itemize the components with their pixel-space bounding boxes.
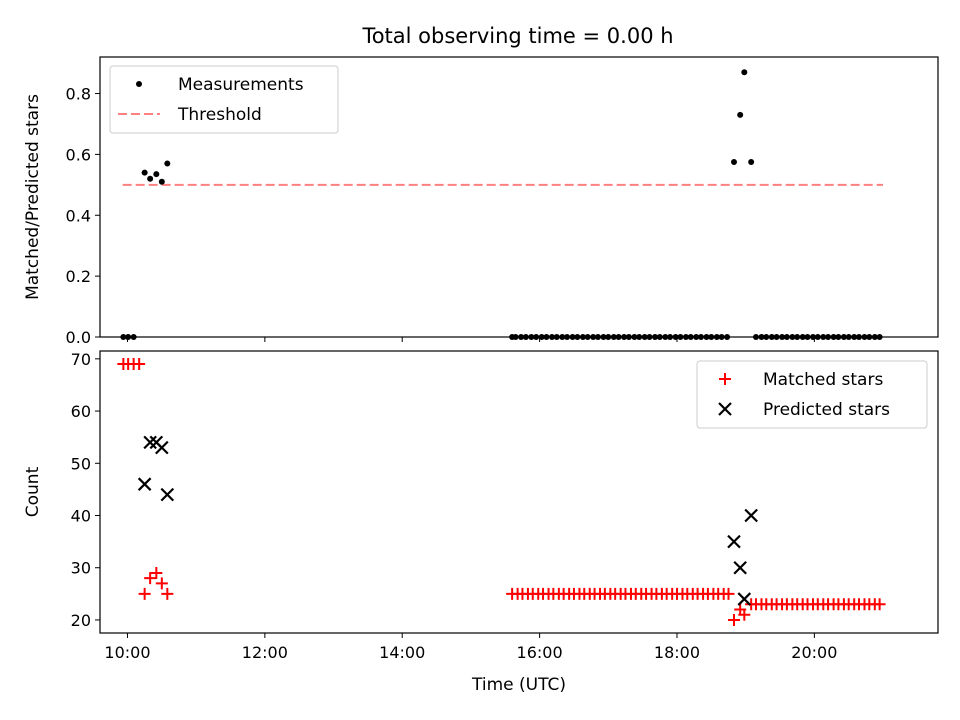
y-tick-label: 30 <box>71 559 91 578</box>
matched-stars-point <box>722 587 735 600</box>
measurement-point <box>153 171 160 178</box>
matched-stars-point <box>161 587 174 600</box>
measurement-point <box>164 160 171 167</box>
matched-stars-point <box>727 613 740 626</box>
y-axis-label: Count <box>23 466 43 517</box>
predicted-stars-point <box>160 487 175 502</box>
predicted-stars-point <box>143 435 157 450</box>
x-tick-label: 20:00 <box>791 643 837 662</box>
legend-label-predicted: Predicted stars <box>763 400 890 420</box>
y-tick-label: 0.4 <box>66 206 91 225</box>
legend-dot-marker <box>136 81 142 87</box>
legend-box <box>109 65 339 134</box>
x-tick-label: 10:00 <box>104 643 150 662</box>
measurement-point <box>141 169 148 176</box>
predicted-stars-point <box>737 592 752 606</box>
predicted-stars-point <box>155 440 169 455</box>
chart-title: Total observing time = 0.00 h <box>361 24 673 48</box>
measurement-point <box>158 178 165 185</box>
y-axis-label: Matched/Predicted stars <box>23 94 43 300</box>
measurement-point <box>737 111 744 118</box>
x-axis-label: Time (UTC) <box>471 675 566 695</box>
matched-stars-point <box>144 572 157 585</box>
y-tick-label: 40 <box>71 507 91 526</box>
x-tick-label: 14:00 <box>379 643 425 662</box>
axes-frame <box>99 350 939 634</box>
y-tick-label: 0.2 <box>66 267 91 286</box>
y-tick-label: 0.0 <box>66 328 91 347</box>
measurement-point <box>741 69 748 76</box>
legend-box <box>696 360 928 429</box>
y-tick-label: 0.8 <box>66 85 91 104</box>
x-tick-label: 16:00 <box>517 643 563 662</box>
top-panel: 0.0 0.2 0.4 0.6 0.8 Matched/Predicted stars Me… <box>23 56 939 347</box>
x-tick-label: 12:00 <box>242 643 288 662</box>
measurement-point <box>147 175 154 182</box>
legend-label-matched: Matched stars <box>763 370 883 390</box>
legend-label-threshold: Threshold <box>177 105 262 125</box>
predicted-stars-point <box>727 534 741 549</box>
predicted-stars-point <box>733 560 747 575</box>
predicted-stars-point <box>744 508 758 523</box>
y-tick-label: 70 <box>71 350 91 369</box>
matched-stars-point <box>138 587 151 600</box>
matched-stars-point <box>873 598 886 611</box>
legend-x-marker <box>718 402 732 416</box>
axes-frame <box>99 56 939 338</box>
x-tick-label: 18:00 <box>654 643 700 662</box>
legend-label-measurements: Measurements <box>178 75 304 95</box>
bottom-panel: 20 30 40 50 60 70 10:00 12:00 14:00 16:00 18:00 20:… <box>23 350 939 695</box>
y-tick-label: 50 <box>71 454 91 473</box>
measurement-point <box>730 159 737 165</box>
measurement-point <box>748 159 755 165</box>
matched-stars-point <box>738 608 751 621</box>
y-tick-label: 60 <box>71 402 91 421</box>
legend-plus-marker <box>719 373 731 385</box>
matched-stars-point <box>150 566 163 579</box>
predicted-stars-point <box>137 477 152 491</box>
y-tick-label: 0.6 <box>66 145 91 164</box>
matched-stars-point <box>155 577 168 590</box>
y-tick-label: 20 <box>71 611 91 630</box>
matched-stars-point <box>133 358 146 371</box>
